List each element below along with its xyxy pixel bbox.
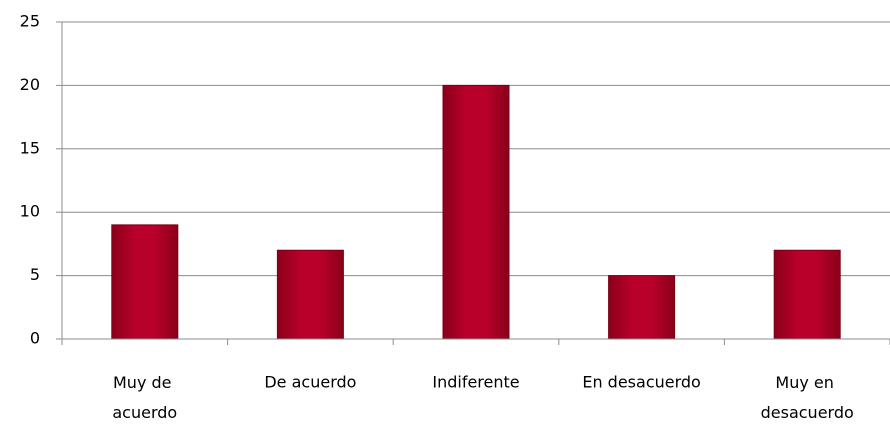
- y-tick-label: 20: [20, 75, 40, 94]
- bar: [608, 275, 676, 340]
- y-tick-label: 10: [20, 202, 40, 221]
- bar: [773, 249, 841, 340]
- bar: [442, 84, 510, 340]
- bar: [276, 249, 344, 340]
- y-tick-label: 0: [30, 329, 40, 348]
- x-tick-label: En desacuerdo: [582, 373, 701, 392]
- x-tick-label: Indiferente: [432, 373, 519, 392]
- y-tick-label: 25: [20, 12, 40, 31]
- bar: [111, 224, 179, 340]
- x-tick-label: De acuerdo: [264, 373, 356, 392]
- x-tick-label: Muy en desacuerdo: [761, 373, 854, 422]
- y-tick-label: 15: [20, 138, 40, 157]
- y-tick-label: 5: [30, 265, 40, 284]
- x-tick-label: Muy de acuerdo: [112, 373, 177, 422]
